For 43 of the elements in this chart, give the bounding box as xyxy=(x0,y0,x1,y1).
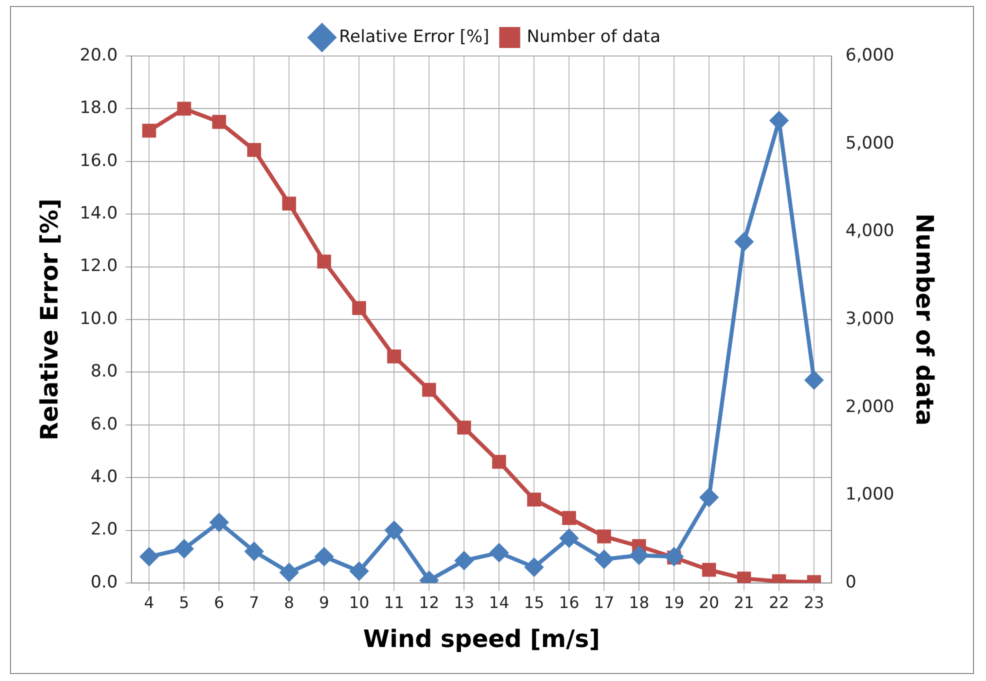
x-tick-label: 17 xyxy=(594,592,614,612)
x-tick-label: 8 xyxy=(284,592,294,612)
y-tick-label: 2.0 xyxy=(90,520,118,540)
x-tick-label: 12 xyxy=(418,592,440,612)
x-tick-label: 4 xyxy=(144,592,154,612)
y-tick-label: 0.0 xyxy=(90,572,118,592)
y-axis-title: Relative Error [%] xyxy=(36,198,64,440)
x-tick-label: 7 xyxy=(249,592,260,612)
x-tick-label: 13 xyxy=(454,592,474,612)
x-tick-label: 16 xyxy=(558,592,580,612)
y2-tick-label: 2,000 xyxy=(846,396,894,417)
x-tick-label: 18 xyxy=(628,592,650,612)
y-tick-label: 12.0 xyxy=(80,256,118,276)
y-tick-label: 4.0 xyxy=(90,467,118,488)
x-axis-title: Wind speed [m/s] xyxy=(363,624,600,653)
x-tick-label: 19 xyxy=(664,592,684,612)
y-tick-label: 10.0 xyxy=(80,308,118,329)
y2-tick-label: 1,000 xyxy=(846,484,894,505)
y2-tick-label: 6,000 xyxy=(846,45,894,66)
legend-label: Relative Error [%] xyxy=(339,26,490,47)
x-tick-label: 5 xyxy=(179,592,190,612)
x-tick-label: 9 xyxy=(319,592,330,612)
y2-tick-label: 3,000 xyxy=(846,308,894,329)
y-tick-label: 16.0 xyxy=(80,150,118,171)
x-tick-label: 10 xyxy=(348,592,370,612)
y2-tick-label: 5,000 xyxy=(846,133,894,154)
y-tick-label: 14.0 xyxy=(80,204,118,224)
y-tick-label: 18.0 xyxy=(80,98,118,118)
y-tick-label: 20.0 xyxy=(80,45,118,66)
x-tick-label: 20 xyxy=(698,592,720,612)
y2-tick-label: 0 xyxy=(846,572,856,592)
x-tick-label: 6 xyxy=(214,592,224,612)
y-tick-label: 8.0 xyxy=(90,362,118,382)
y-tick-label: 6.0 xyxy=(90,414,118,434)
x-tick-label: 22 xyxy=(768,592,790,612)
x-tick-label: 23 xyxy=(804,592,824,612)
legend-label: Number of data xyxy=(526,26,661,47)
x-tick-label: 21 xyxy=(734,592,754,612)
x-tick-label: 15 xyxy=(524,592,544,612)
y2-axis-title: Number of data xyxy=(910,213,938,426)
x-tick-label: 11 xyxy=(384,592,404,612)
y2-tick-label: 4,000 xyxy=(846,221,894,242)
x-tick-label: 14 xyxy=(488,592,510,612)
